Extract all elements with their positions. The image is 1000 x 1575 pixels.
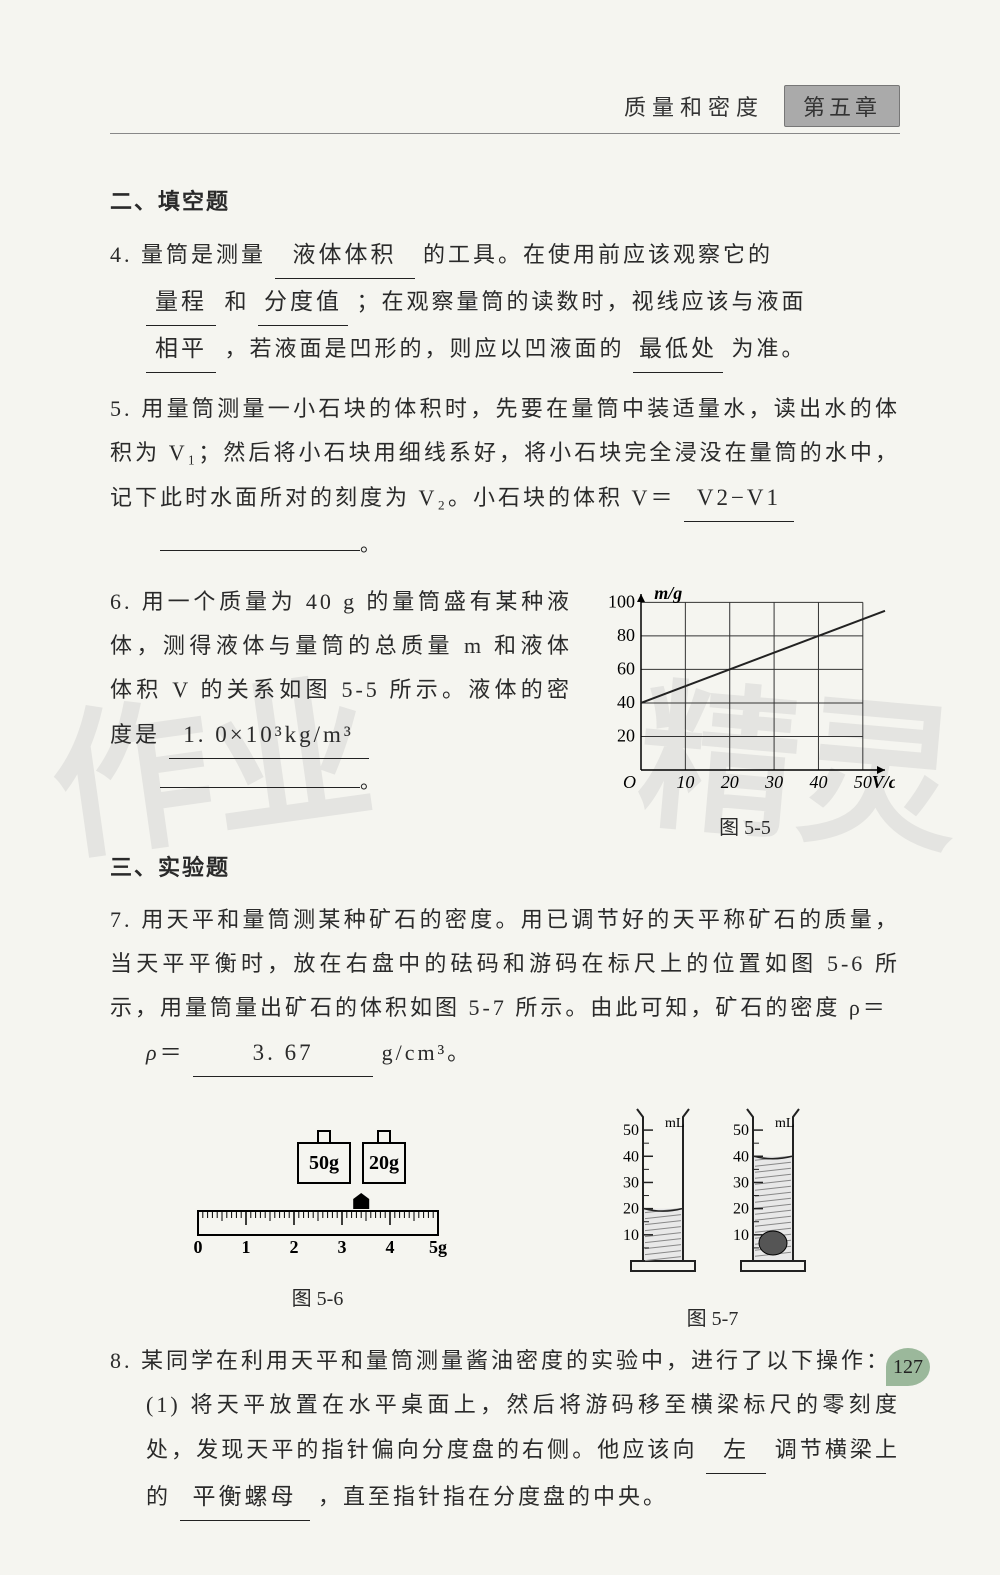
figure-5-5: 10 20 30 40 50 20 40 60 80 100 Om/g V/cm³ 图 5-5 [590, 580, 900, 840]
svg-text:5g: 5g [429, 1237, 447, 1257]
q8-blank-1: 左 [706, 1427, 766, 1474]
svg-text:80: 80 [617, 625, 635, 645]
svg-text:20: 20 [721, 772, 739, 792]
q4-text: ，若液面是凹形的，则应以凹液面的 [225, 336, 625, 361]
chapter-tab: 第五章 [784, 85, 900, 127]
q8-blank-2: 平衡螺母 [180, 1474, 310, 1521]
q7-unit: g/cm³。 [382, 1040, 473, 1065]
svg-text:10: 10 [623, 1227, 639, 1244]
svg-text:20g: 20g [369, 1152, 399, 1174]
question-5: 5. 用量筒测量一小石块的体积时，先要在量筒中装适量水，读出水的体积为 V₁；然… [110, 387, 900, 566]
q8-p1c: ，直至指针指在分度盘的中央。 [318, 1484, 668, 1509]
figure-5-5-caption: 图 5-5 [590, 811, 900, 840]
q6-num: 6. [110, 589, 133, 614]
q7-num: 7. [110, 907, 133, 932]
svg-text:50: 50 [854, 772, 872, 792]
q4-num: 4. [110, 242, 133, 267]
svg-text:20: 20 [623, 1201, 639, 1218]
q4-text: 的工具。在使用前应该观察它的 [423, 242, 773, 267]
figure-5-6-caption: 图 5-6 [168, 1282, 468, 1311]
svg-text:50: 50 [623, 1122, 639, 1139]
q5-blank: V2−V1 [684, 475, 794, 522]
page-header: 质量和密度 第五章 [110, 85, 900, 134]
svg-text:50: 50 [733, 1122, 749, 1139]
q8-lead: 某同学在利用天平和量筒测量酱油密度的实验中，进行了以下操作： [141, 1348, 891, 1373]
svg-text:2: 2 [289, 1237, 298, 1257]
svg-text:10: 10 [733, 1227, 749, 1244]
q4-text: 为准。 [732, 336, 807, 361]
svg-text:50g: 50g [309, 1152, 339, 1174]
svg-text:m/g: m/g [654, 583, 682, 603]
q6-blank: 1. 0×10³kg/m³ [169, 712, 369, 759]
svg-text:40: 40 [809, 772, 827, 792]
question-7: 7. 用天平和量筒测某种矿石的密度。用已调节好的天平称矿石的质量，当天平平衡时，… [110, 898, 900, 1077]
section-2-title: 二、填空题 [110, 184, 900, 216]
question-8: 8. 某同学在利用天平和量筒测量酱油密度的实验中，进行了以下操作： (1) 将天… [110, 1339, 900, 1521]
svg-text:40: 40 [733, 1148, 749, 1165]
q7-text: 用天平和量筒测某种矿石的密度。用已调节好的天平称矿石的质量，当天平平衡时，放在右… [110, 907, 900, 1020]
q4-blank-2: 量程 [146, 279, 216, 326]
q6-extra-line [160, 787, 360, 788]
figure-5-7-caption: 图 5-7 [583, 1302, 843, 1331]
q4-blank-5: 最低处 [633, 326, 723, 373]
svg-text:30: 30 [733, 1174, 749, 1191]
svg-text:1: 1 [241, 1237, 250, 1257]
svg-text:mL: mL [665, 1116, 684, 1131]
page-content: 质量和密度 第五章 二、填空题 4. 量筒是测量 液体体积 的工具。在使用前应该… [0, 0, 1000, 1575]
svg-text:V/cm³: V/cm³ [872, 772, 895, 792]
q5-extra-line [160, 550, 360, 551]
figure-row: 50g 20g 0 1 2 3 4 5g 图 5-6 10 20 30 40 50 mL 10 20 30 40… [110, 1091, 900, 1331]
svg-text:0: 0 [193, 1237, 202, 1257]
figure-5-7: 10 20 30 40 50 mL 10 20 30 40 50 mL 图 5-7 [583, 1091, 843, 1331]
svg-text:O: O [623, 772, 636, 792]
svg-text:60: 60 [617, 658, 635, 678]
q4-blank-1: 液体体积 [275, 232, 415, 279]
q4-text: 和 [225, 289, 250, 314]
svg-text:40: 40 [623, 1148, 639, 1165]
svg-text:100: 100 [608, 591, 635, 611]
chart-5-5-svg: 10 20 30 40 50 20 40 60 80 100 Om/g V/cm³ [595, 580, 895, 800]
question-6: 6. 用一个质量为 40 g 的量筒盛有某种液体，测得液体与量筒的总质量 m 和… [110, 580, 572, 803]
question-6-row: 6. 用一个质量为 40 g 的量筒盛有某种液体，测得液体与量筒的总质量 m 和… [110, 580, 900, 840]
page-number: 127 [886, 1348, 930, 1386]
svg-text:20: 20 [733, 1201, 749, 1218]
svg-text:mL: mL [775, 1116, 794, 1131]
q5-num: 5. [110, 396, 133, 421]
q4-text: 量筒是测量 [141, 242, 266, 267]
figure-5-6-svg: 50g 20g 0 1 2 3 4 5g [168, 1091, 468, 1271]
svg-text:40: 40 [617, 692, 635, 712]
q8-part1-num: (1) [146, 1392, 181, 1417]
svg-text:20: 20 [617, 725, 635, 745]
svg-text:10: 10 [676, 772, 694, 792]
q4-blank-4: 相平 [146, 326, 216, 373]
figure-5-6: 50g 20g 0 1 2 3 4 5g 图 5-6 [168, 1091, 468, 1331]
svg-text:30: 30 [623, 1174, 639, 1191]
section-3-title: 三、实验题 [110, 850, 900, 882]
svg-text:3: 3 [337, 1237, 346, 1257]
q7-blank: 3. 67 [193, 1030, 373, 1077]
svg-text:30: 30 [764, 772, 783, 792]
figure-5-7-svg: 10 20 30 40 50 mL 10 20 30 40 50 mL [583, 1091, 843, 1291]
q4-blank-3: 分度值 [258, 279, 348, 326]
header-topic: 质量和密度 [624, 90, 764, 122]
q8-num: 8. [110, 1348, 133, 1373]
svg-text:4: 4 [385, 1237, 394, 1257]
q4-text: ；在观察量筒的读数时，视线应该与液面 [357, 289, 807, 314]
question-4: 4. 量筒是测量 液体体积 的工具。在使用前应该观察它的 量程 和 分度值 ；在… [110, 232, 900, 373]
